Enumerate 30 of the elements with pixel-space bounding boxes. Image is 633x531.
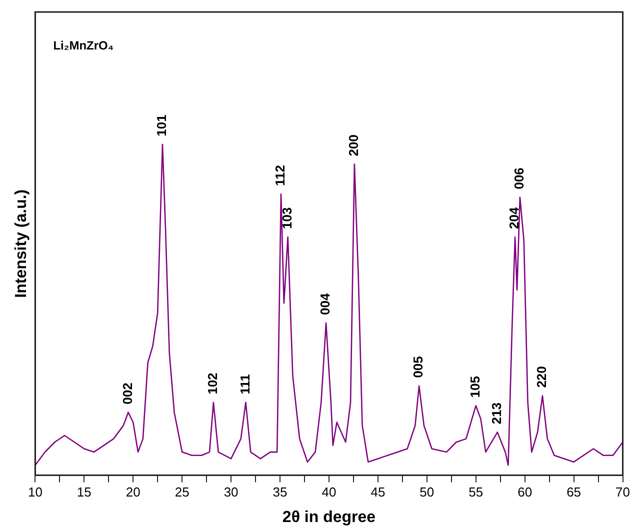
annotation: 204 <box>506 206 522 229</box>
y-axis-title: Intensity (a.u.) <box>13 189 30 298</box>
annotation: 105 <box>467 376 482 398</box>
x-tick-label: 25 <box>174 484 190 500</box>
annotation: 101 <box>154 114 170 136</box>
annotation: 002 <box>120 382 135 404</box>
x-tick-label: 15 <box>76 484 92 500</box>
x-axis-title: 2θ in degree <box>282 508 376 526</box>
annotation: 213 <box>489 402 504 424</box>
x-tick-label: 30 <box>224 484 238 500</box>
x-tick-label: 60 <box>518 484 532 500</box>
x-tick-label: 40 <box>322 484 336 500</box>
annotation: 005 <box>410 356 426 378</box>
x-tick-label: 70 <box>616 484 630 500</box>
x-tick-label: 20 <box>126 484 140 500</box>
x-tick-label: 10 <box>28 484 42 500</box>
annotation: 004 <box>318 292 333 316</box>
text: Li₂MnZrO₄ <box>53 38 114 52</box>
x-tick-label: 65 <box>566 484 582 500</box>
x-tick-label: 50 <box>420 484 434 500</box>
annotation: 111 <box>237 374 252 394</box>
annotation: 220 <box>534 366 550 388</box>
annotation: 102 <box>205 372 220 394</box>
x-tick-label: 55 <box>468 484 484 500</box>
x-tick-label: 45 <box>370 484 386 500</box>
annotation: 006 <box>512 168 527 190</box>
annotation: 103 <box>279 207 294 229</box>
x-tick-label: 35 <box>272 484 288 500</box>
annotation: 200 <box>346 134 362 156</box>
annotation: 112 <box>272 164 288 186</box>
